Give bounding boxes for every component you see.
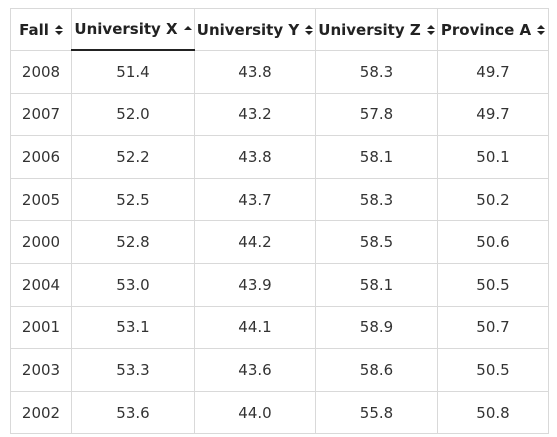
table-cell-university-x: 52.8 xyxy=(71,220,195,264)
column-header-province-a[interactable]: Province A xyxy=(437,8,549,51)
table-row: 2000 52.8 44.2 58.5 50.6 xyxy=(10,220,549,264)
column-header-label: University Y xyxy=(196,20,300,39)
table-cell-university-z: 58.1 xyxy=(315,135,438,179)
table-header: Fall University X University Y Universit… xyxy=(10,8,549,51)
table-cell-university-x: 53.6 xyxy=(71,390,195,435)
table-row: 2005 52.5 43.7 58.3 50.2 xyxy=(10,177,549,222)
table-cell-fall: 2001 xyxy=(10,305,72,350)
column-header-fall[interactable]: Fall xyxy=(10,8,72,51)
table-cell-university-z: 58.3 xyxy=(315,49,438,94)
column-header-university-y[interactable]: University Y xyxy=(194,8,316,51)
table-cell-university-x: 51.4 xyxy=(71,49,195,94)
table-cell-province-a: 50.8 xyxy=(437,390,549,435)
table-cell-province-a: 49.7 xyxy=(437,92,549,137)
table-cell-fall: 2000 xyxy=(10,220,72,264)
table-row: 2006 52.2 43.8 58.1 50.1 xyxy=(10,135,549,179)
table-cell-university-y: 43.2 xyxy=(194,92,316,137)
table-cell-university-y: 43.9 xyxy=(194,262,316,307)
table-cell-fall: 2002 xyxy=(10,390,72,435)
column-header-university-z[interactable]: University Z xyxy=(315,8,438,51)
table-cell-university-y: 43.7 xyxy=(194,177,316,222)
column-header-label: Province A xyxy=(440,20,532,39)
table-cell-university-z: 58.6 xyxy=(315,348,438,392)
table-row: 2002 53.6 44.0 55.8 50.8 xyxy=(10,390,549,435)
table-cell-university-x: 52.5 xyxy=(71,177,195,222)
table-cell-province-a: 50.2 xyxy=(437,177,549,222)
table-cell-university-y: 43.6 xyxy=(194,348,316,392)
column-header-label: Fall xyxy=(19,20,49,39)
column-header-label: University X xyxy=(74,20,178,39)
table-row: 2003 53.3 43.6 58.6 50.5 xyxy=(10,348,549,392)
table-cell-fall: 2008 xyxy=(10,49,72,94)
column-header-label: University Z xyxy=(318,20,421,39)
table-cell-university-z: 58.1 xyxy=(315,262,438,307)
table-cell-university-x: 53.0 xyxy=(71,262,195,307)
sort-icon xyxy=(305,24,314,36)
table-cell-university-z: 55.8 xyxy=(315,390,438,435)
header-row: Fall University X University Y Universit… xyxy=(10,8,549,51)
table-cell-province-a: 50.5 xyxy=(437,348,549,392)
table-row: 2007 52.0 43.2 57.8 49.7 xyxy=(10,92,549,137)
table-cell-university-x: 52.2 xyxy=(71,135,195,179)
table-cell-province-a: 50.6 xyxy=(437,220,549,264)
table-cell-province-a: 50.7 xyxy=(437,305,549,350)
data-table-container: Fall University X University Y Universit… xyxy=(10,8,549,435)
table-cell-fall: 2006 xyxy=(10,135,72,179)
table-cell-university-z: 58.3 xyxy=(315,177,438,222)
table-cell-university-y: 44.2 xyxy=(194,220,316,264)
sort-icon xyxy=(426,24,435,36)
sort-icon xyxy=(537,24,546,36)
table-cell-university-x: 53.3 xyxy=(71,348,195,392)
table-cell-university-z: 58.5 xyxy=(315,220,438,264)
table-cell-province-a: 50.5 xyxy=(437,262,549,307)
table-cell-university-y: 43.8 xyxy=(194,49,316,94)
table-row: 2008 51.4 43.8 58.3 49.7 xyxy=(10,49,549,94)
table-cell-university-x: 53.1 xyxy=(71,305,195,350)
table-cell-fall: 2005 xyxy=(10,177,72,222)
table-cell-fall: 2007 xyxy=(10,92,72,137)
table-cell-university-z: 58.9 xyxy=(315,305,438,350)
table-cell-university-x: 52.0 xyxy=(71,92,195,137)
table-row: 2004 53.0 43.9 58.1 50.5 xyxy=(10,262,549,307)
table-cell-university-y: 44.1 xyxy=(194,305,316,350)
table-cell-university-z: 57.8 xyxy=(315,92,438,137)
sort-icon xyxy=(54,24,63,36)
table-cell-province-a: 49.7 xyxy=(437,49,549,94)
data-table: Fall University X University Y Universit… xyxy=(10,8,549,435)
table-body: 2008 51.4 43.8 58.3 49.7 2007 52.0 43.2 … xyxy=(10,49,549,435)
table-row: 2001 53.1 44.1 58.9 50.7 xyxy=(10,305,549,350)
sort-ascending-icon xyxy=(183,23,192,35)
table-cell-university-y: 43.8 xyxy=(194,135,316,179)
table-cell-fall: 2004 xyxy=(10,262,72,307)
column-header-university-x[interactable]: University X xyxy=(71,8,195,51)
table-cell-fall: 2003 xyxy=(10,348,72,392)
table-cell-university-y: 44.0 xyxy=(194,390,316,435)
table-cell-province-a: 50.1 xyxy=(437,135,549,179)
